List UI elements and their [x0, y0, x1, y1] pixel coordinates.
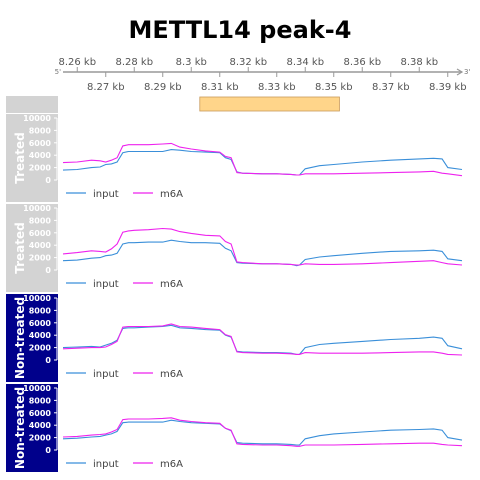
y-tick-label: 4000 — [29, 421, 52, 430]
y-tick-label: 4000 — [29, 331, 52, 340]
peak-track-label-box — [6, 96, 58, 113]
y-tick-label: 8000 — [29, 126, 52, 135]
y-tick-label: 4000 — [29, 241, 52, 250]
y-tick-label: 0 — [45, 176, 51, 185]
axis-start-label: 5' — [55, 68, 61, 76]
axis-tick-label: 8.38 kb — [400, 57, 438, 68]
track-label-box — [6, 294, 58, 382]
y-tick-label: 8000 — [29, 216, 52, 225]
y-tick-label: 10000 — [23, 204, 51, 213]
y-tick-label: 2000 — [29, 344, 52, 353]
y-tick-label: 6000 — [29, 319, 52, 328]
axis-tick-label: 8.27 kb — [87, 82, 125, 93]
y-tick-label: 0 — [45, 446, 51, 455]
axis-tick-label: 8.26 kb — [58, 57, 96, 68]
axis-tick-label: 8.39 kb — [429, 82, 467, 93]
legend-label-input: input — [93, 279, 119, 290]
series-line-m6A — [62, 417, 463, 447]
series-line-input — [62, 149, 463, 176]
legend-label-input: input — [93, 459, 119, 470]
track-label: Treated — [13, 132, 27, 184]
track-label-box — [6, 114, 58, 202]
track-label-box — [6, 204, 58, 292]
track-label: Non-treated — [13, 297, 27, 379]
y-tick-label: 6000 — [29, 229, 52, 238]
chart-title: METTL14 peak-4 — [129, 16, 352, 44]
legend-label-input: input — [93, 189, 119, 200]
genome-axis: 5' 3' 8.26 kb 8.28 kb 8.3 kb 8.32 kb 8.34 kb 8.… — [55, 57, 471, 93]
series-line-m6A — [62, 227, 463, 266]
axis-tick-label: 8.32 kb — [229, 57, 267, 68]
y-tick-label: 6000 — [29, 139, 52, 148]
y-tick-label: 10000 — [23, 384, 51, 393]
series-line-m6A — [62, 142, 463, 177]
axis-tick-label: 8.33 kb — [258, 82, 296, 93]
axis-tick-label: 8.35 kb — [315, 82, 353, 93]
legend-label-m6A: m6A — [160, 459, 183, 470]
y-tick-label: 0 — [45, 266, 51, 275]
y-tick-label: 0 — [45, 356, 51, 365]
series-line-input — [62, 324, 463, 355]
peak-track — [6, 96, 340, 113]
axis-tick-label: 8.31 kb — [201, 82, 239, 93]
axis-tick-label: 8.3 kb — [176, 57, 207, 68]
peak-region — [199, 96, 340, 112]
series-line-input — [62, 419, 463, 446]
y-tick-label: 4000 — [29, 151, 52, 160]
axis-tick-label: 8.37 kb — [372, 82, 410, 93]
y-tick-label: 6000 — [29, 409, 52, 418]
track-label: Non-treated — [13, 387, 27, 469]
series-line-m6A — [62, 323, 463, 356]
track-label: Treated — [13, 222, 27, 274]
legend-label-m6A: m6A — [160, 279, 183, 290]
y-tick-label: 8000 — [29, 396, 52, 405]
track-label-box — [6, 384, 58, 472]
legend-label-input: input — [93, 369, 119, 380]
legend-label-m6A: m6A — [160, 189, 183, 200]
axis-tick-label: 8.34 kb — [286, 57, 324, 68]
y-tick-label: 2000 — [29, 434, 52, 443]
axis-tick-label: 8.28 kb — [115, 57, 153, 68]
track-1: Treated 10000 8000 6000 4000 2000 0 input m6A — [6, 114, 463, 202]
y-tick-label: 10000 — [23, 114, 51, 123]
axis-arrow-head — [456, 68, 464, 76]
y-tick-label: 8000 — [29, 306, 52, 315]
track-2: Treated 10000 8000 6000 4000 2000 0 input m6A — [6, 204, 463, 292]
y-tick-label: 2000 — [29, 254, 52, 263]
axis-tick-label: 8.29 kb — [144, 82, 182, 93]
legend-label-m6A: m6A — [160, 369, 183, 380]
series-line-input — [62, 239, 463, 267]
axis-tick-label: 8.36 kb — [343, 57, 381, 68]
y-tick-label: 2000 — [29, 164, 52, 173]
y-tick-label: 10000 — [23, 294, 51, 303]
axis-end-label: 3' — [464, 68, 470, 76]
